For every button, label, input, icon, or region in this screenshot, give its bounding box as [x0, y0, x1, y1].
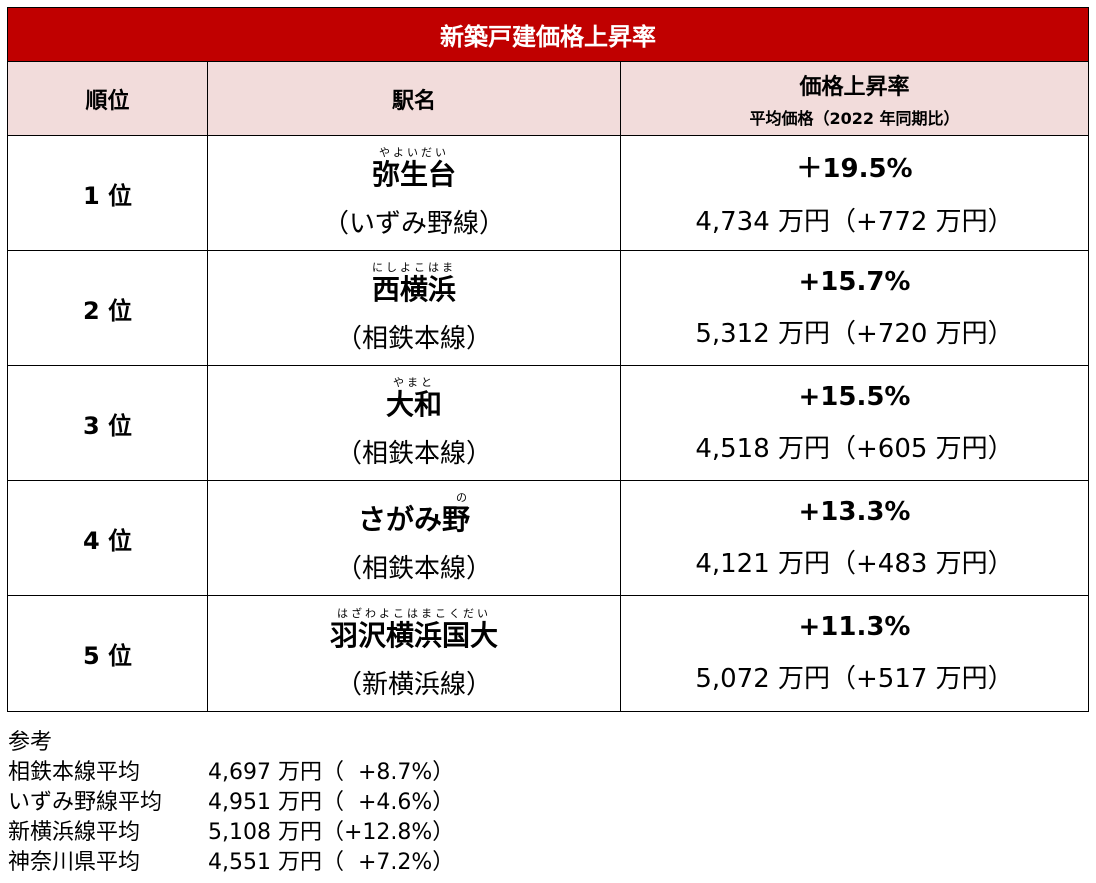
reference-value: 4,551 万円（ +7.2%） [208, 850, 455, 875]
table-row: 5 位 はざわよこはまこくだい 羽沢横浜国大 （新横浜線） +11.3% 5,0… [8, 596, 1088, 711]
station-ruby: はざわよこはまこくだい [336, 606, 491, 620]
reference-name: 相鉄本線平均 [8, 760, 141, 785]
avg-price: 4,518 万円（+605 万円） [695, 433, 1014, 464]
list-item: 相鉄本線平均 4,697 万円（ +8.7%） [8, 758, 454, 788]
header-rate-sub: 平均価格（2022 年同期比） [749, 108, 960, 128]
avg-price: 4,734 万円（+772 万円） [695, 207, 1014, 237]
reference-value: 4,951 万円（ +4.6%） [208, 790, 455, 815]
reference-name: いずみ野線平均 [8, 790, 163, 815]
header-rate: 価格上昇率 平均価格（2022 年同期比） [621, 62, 1088, 135]
reference-label: 参考 [8, 730, 53, 755]
rank-label: 3 位 [82, 411, 133, 440]
line-name: （相鉄本線） [335, 324, 492, 354]
table-row: 1 位 やよいだい 弥生台 （いずみ野線） ＋19.5% 4,734 万円（+7… [8, 136, 1088, 251]
reference-name: 新横浜線平均 [8, 820, 141, 845]
rate-percent: +11.3% [798, 612, 911, 642]
station-name: 西横浜 [371, 273, 456, 306]
station-name: 弥生台 [371, 158, 456, 191]
rate-percent: +15.5% [798, 381, 911, 412]
reference-section: 参考 相鉄本線平均 4,697 万円（ +8.7%） いずみ野線平均 4,951… [8, 728, 454, 878]
reference-name: 神奈川県平均 [8, 850, 141, 875]
rank-label: 4 位 [82, 526, 133, 555]
station-ruby: にしよこはま [371, 261, 456, 274]
header-rate-label: 価格上昇率 [799, 74, 910, 100]
table-title: 新築戸建価格上昇率 [8, 8, 1088, 62]
avg-price: 4,121 万円（+483 万円） [695, 548, 1014, 579]
table-row: 3 位 やまと 大和 （相鉄本線） +15.5% 4,518 万円（+605 万… [8, 366, 1088, 481]
station-ruby: やまと [392, 376, 435, 389]
line-name: （相鉄本線） [335, 439, 492, 469]
header-rank: 順位 [8, 62, 208, 135]
line-name: （相鉄本線） [335, 554, 492, 584]
line-name: （いずみ野線） [322, 209, 505, 239]
station-name: さがみ野 [357, 503, 470, 536]
rank-label: 2 位 [82, 296, 133, 325]
rate-percent: +13.3% [798, 496, 911, 527]
rate-percent: +15.7% [798, 266, 911, 297]
station-ruby: やよいだい [378, 146, 449, 159]
rate-percent: ＋19.5% [796, 154, 913, 184]
rank-label: 1 位 [82, 181, 133, 210]
list-item: 新横浜線平均 5,108 万円（+12.8%） [8, 818, 454, 848]
station-ruby: の [456, 491, 470, 504]
header-row: 順位 駅名 価格上昇率 平均価格（2022 年同期比） [8, 62, 1088, 136]
station-name: 羽沢横浜国大 [329, 618, 498, 652]
avg-price: 5,072 万円（+517 万円） [695, 664, 1014, 694]
table-row: 4 位 の さがみ野 （相鉄本線） +13.3% 4,121 万円（+483 万… [8, 481, 1088, 596]
price-increase-table: 新築戸建価格上昇率 順位 駅名 価格上昇率 平均価格（2022 年同期比） 1 … [7, 7, 1089, 712]
list-item: いずみ野線平均 4,951 万円（ +4.6%） [8, 788, 454, 818]
avg-price: 5,312 万円（+720 万円） [695, 318, 1014, 349]
line-name: （新横浜線） [335, 669, 492, 700]
rank-label: 5 位 [82, 642, 133, 670]
reference-value: 5,108 万円（+12.8%） [208, 820, 455, 845]
station-name: 大和 [385, 388, 442, 421]
table-row: 2 位 にしよこはま 西横浜 （相鉄本線） +15.7% 5,312 万円（+7… [8, 251, 1088, 366]
header-station: 駅名 [208, 62, 621, 135]
list-item: 神奈川県平均 4,551 万円（ +7.2%） [8, 848, 454, 878]
reference-value: 4,697 万円（ +8.7%） [208, 760, 455, 785]
